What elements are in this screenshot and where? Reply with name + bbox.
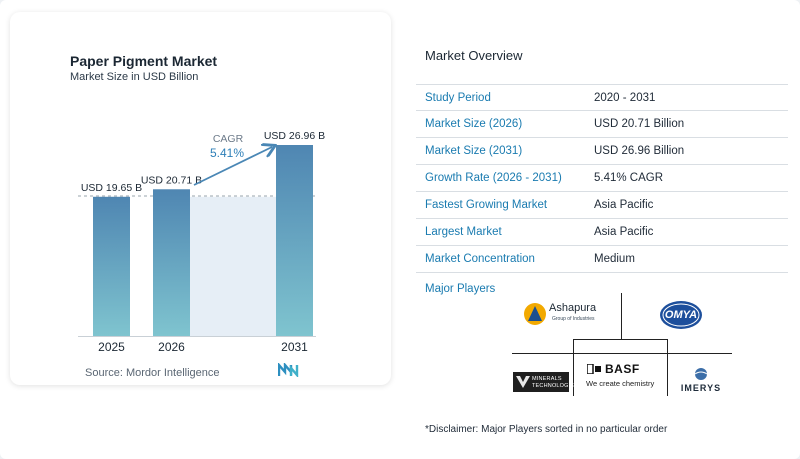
mordor-logo-icon: [278, 363, 299, 377]
imerys-name: IMERYS: [680, 383, 722, 393]
x-tick-2026: 2026: [158, 340, 185, 354]
overview-row: Growth Rate (2026 - 2031) 5.41% CAGR: [416, 165, 788, 192]
overview-row: Market Concentration Medium: [416, 246, 788, 273]
data-label-2031: USD 26.96 B: [264, 130, 325, 142]
overview-row: Largest Market Asia Pacific: [416, 219, 788, 246]
minerals-sub: TECHNOLOGIES: [532, 383, 579, 389]
bar-2031: [276, 145, 313, 336]
overview-value: USD 20.71 Billion: [594, 118, 685, 130]
overview-table: Study Period 2020 - 2031 Market Size (202…: [416, 84, 788, 273]
bar-2025: [93, 196, 130, 336]
players-divider: [621, 293, 622, 339]
overview-value: 5.41% CAGR: [594, 172, 664, 184]
imerys-logo: IMERYS: [677, 367, 725, 397]
omya-oval-icon: [660, 301, 702, 329]
cagr-label: CAGR: [213, 133, 244, 145]
overview-row: Market Size (2031) USD 26.96 Billion: [416, 138, 788, 165]
overview-label: Study Period: [425, 92, 491, 104]
major-players-title: Major Players: [425, 283, 496, 295]
overview-value: Asia Pacific: [594, 226, 654, 238]
x-tick-2025: 2025: [98, 340, 125, 354]
x-tick-2031: 2031: [281, 340, 308, 354]
overview-row: Fastest Growing Market Asia Pacific: [416, 192, 788, 219]
ashapura-tag: Group of Industries: [552, 316, 595, 322]
overview-label: Growth Rate (2026 - 2031): [425, 172, 562, 184]
players-divider: [512, 353, 732, 354]
data-label-2025: USD 19.65 B: [81, 182, 142, 194]
cagr-value: 5.41%: [210, 146, 244, 160]
overview-value: 2020 - 2031: [594, 92, 656, 104]
players-divider: [667, 339, 668, 396]
overview-row: Study Period 2020 - 2031: [416, 84, 788, 111]
omya-logo: OMYA: [659, 300, 703, 330]
chart-title: Paper Pigment Market: [70, 53, 218, 69]
basf-tag: We create chemistry: [586, 379, 655, 388]
overview-row: Market Size (2026) USD 20.71 Billion: [416, 111, 788, 138]
basf-name: BASF: [605, 362, 640, 376]
data-label-2026: USD 20.71 B: [141, 174, 202, 186]
overview-label: Fastest Growing Market: [425, 199, 548, 211]
overview-title: Market Overview: [425, 48, 523, 63]
overview-label: Market Concentration: [425, 253, 535, 265]
disclaimer: *Disclaimer: Major Players sorted in no …: [425, 424, 668, 435]
ashapura-emblem-icon: [524, 303, 546, 325]
overview-label: Market Size (2026): [425, 118, 523, 130]
basf-logo: BASF We create chemistry: [583, 362, 659, 392]
minerals-technologies-logo: MINERALS TECHNOLOGIES: [513, 372, 578, 392]
overview-label: Largest Market: [425, 226, 502, 238]
overview-value: Asia Pacific: [594, 199, 654, 211]
chart-subtitle: Market Size in USD Billion: [70, 71, 199, 83]
basf-squares-icon: [587, 364, 601, 374]
players-divider: [573, 339, 667, 340]
overview-label: Market Size (2031): [425, 145, 523, 157]
omya-name: OMYA: [664, 309, 698, 321]
imerys-globe-icon: [694, 368, 708, 380]
ashapura-logo: Ashapura Group of Industries: [524, 299, 614, 329]
overview-value: USD 26.96 Billion: [594, 145, 685, 157]
bar-2026: [153, 189, 190, 336]
ashapura-name: Ashapura: [549, 302, 597, 314]
growth-area: [190, 196, 276, 336]
players-divider: [573, 339, 574, 396]
minerals-emblem-icon: [516, 376, 530, 388]
cagr-arrow: [193, 147, 272, 186]
source-note: Source: Mordor Intelligence: [85, 367, 220, 379]
minerals-name: MINERALS: [532, 376, 562, 382]
overview-value: Medium: [594, 253, 635, 265]
